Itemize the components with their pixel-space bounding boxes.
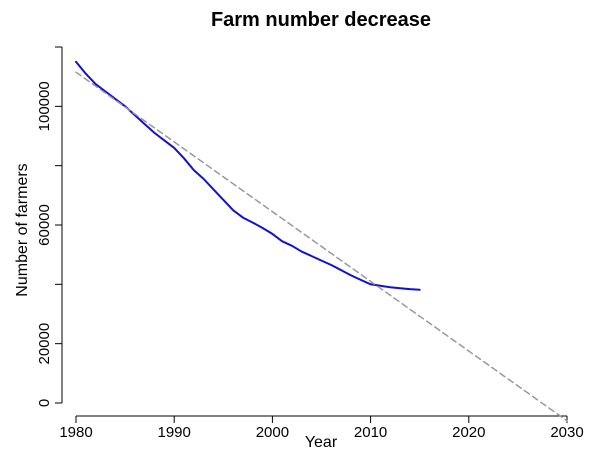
chart-title: Farm number decrease — [211, 9, 431, 31]
x-axis-label: Year — [305, 434, 338, 450]
trend-line — [75, 71, 568, 422]
y-tick-label: 0 — [36, 399, 53, 407]
x-tick-label: 2010 — [354, 424, 387, 441]
x-tick-label: 2030 — [550, 424, 583, 441]
y-tick-label: 20000 — [36, 323, 53, 365]
y-tick-label: 60000 — [36, 204, 53, 246]
series-layer — [75, 60, 568, 422]
data-line — [75, 60, 421, 291]
x-tick-label: 2000 — [256, 424, 289, 441]
y-axis: 0 20000 60000 100000 — [36, 46, 63, 407]
x-tick-label: 2020 — [452, 424, 485, 441]
x-tick-label: 1990 — [158, 424, 191, 441]
x-axis: 1980 1990 2000 2010 2020 2030 — [59, 415, 584, 441]
x-tick-label: 1980 — [59, 424, 92, 441]
y-axis-label: Number of farmers — [14, 163, 31, 296]
y-tick-label: 100000 — [36, 81, 53, 131]
